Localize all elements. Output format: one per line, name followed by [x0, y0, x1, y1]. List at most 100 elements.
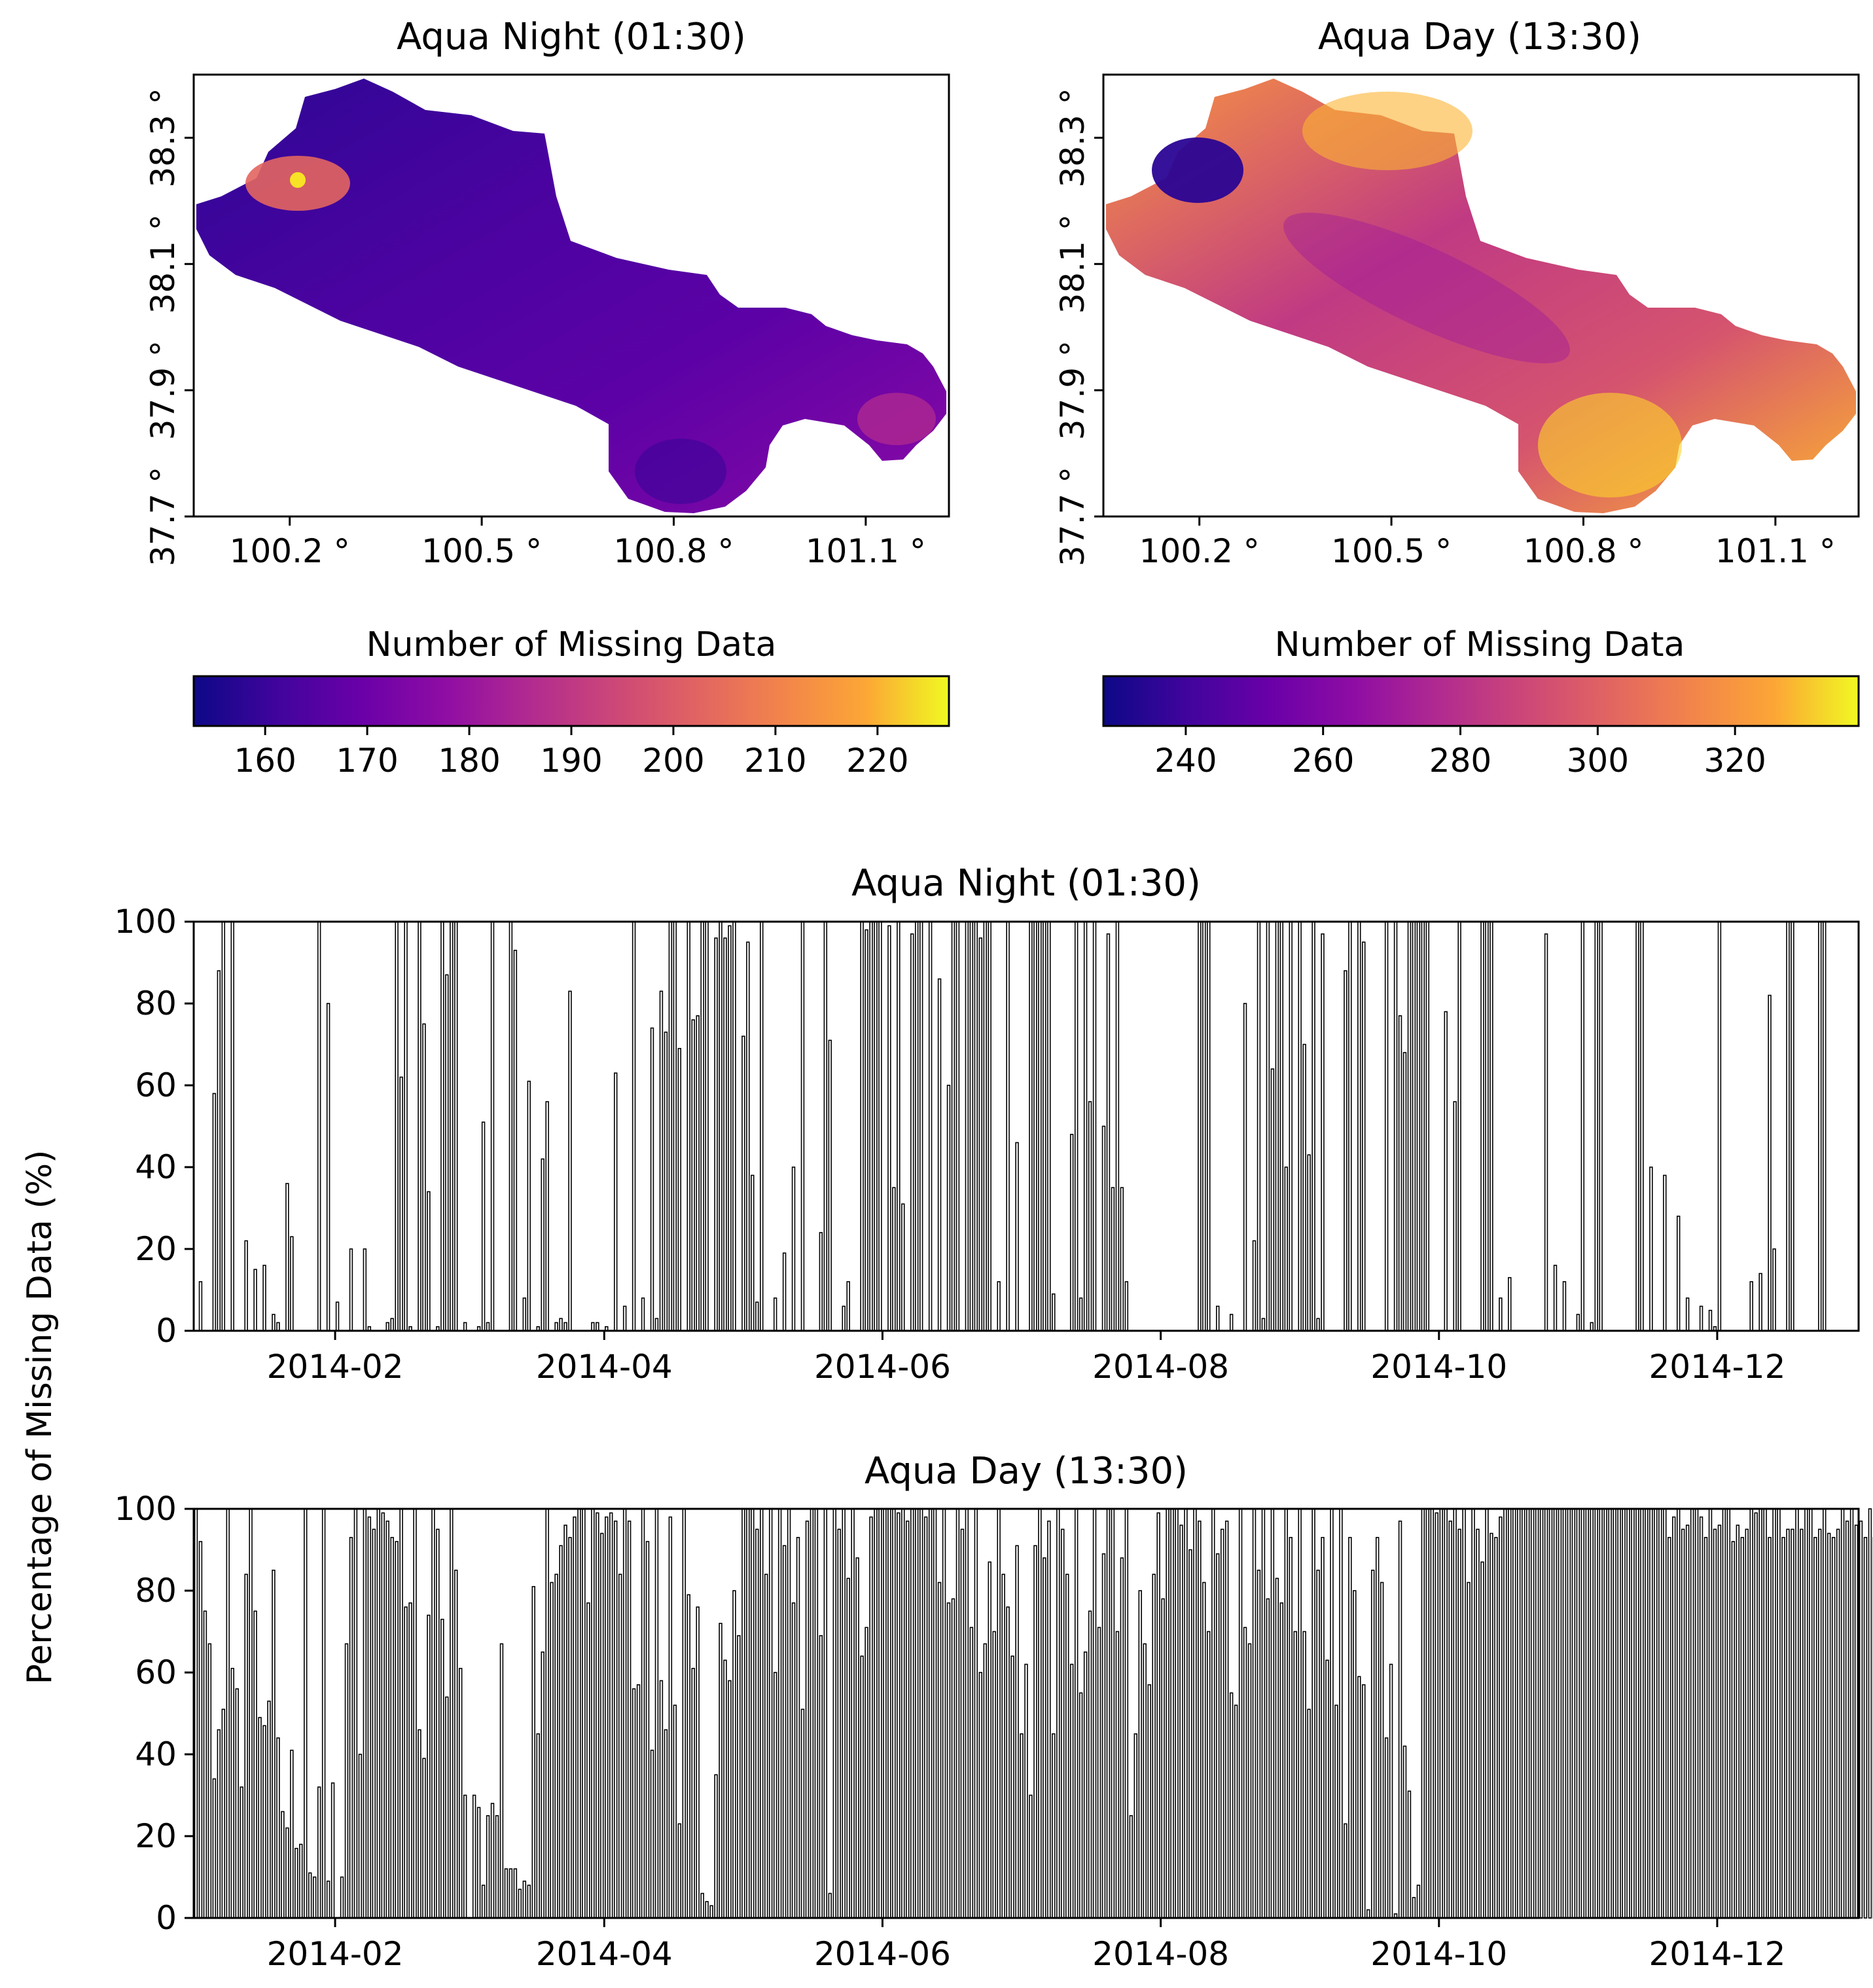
bar: [1229, 1692, 1234, 1919]
bar: [1608, 1508, 1612, 1919]
bar: [1362, 941, 1366, 1331]
bar-night-panel: Aqua Night (01:30) 0 20 40 60 80 100 2014-02 20…: [115, 862, 1860, 1386]
bar: [1649, 1166, 1653, 1331]
bar: [1402, 1745, 1407, 1919]
bar: [622, 1508, 627, 1919]
bar: [1462, 1508, 1466, 1919]
bar: [1101, 1553, 1106, 1919]
bar: [641, 1508, 645, 1919]
bar: [486, 1322, 490, 1331]
bar: [1416, 921, 1421, 1331]
bar: [481, 1885, 486, 1919]
bar: [395, 921, 399, 1331]
bar: [851, 1508, 855, 1919]
bar-day-axes-frame: [192, 1508, 1860, 1919]
bar: [330, 1782, 335, 1919]
bar: [805, 1520, 810, 1919]
bar: [1152, 1574, 1156, 1919]
bar: [1029, 1794, 1033, 1919]
bar: [1069, 1663, 1074, 1919]
bar: [290, 1236, 294, 1331]
map-night-panel: Aqua Night (01:30) 100.2 ° 100.5 ° 100.8 °…: [144, 16, 950, 570]
bar: [1553, 1508, 1558, 1919]
bar: [1083, 921, 1088, 1331]
bar: [992, 1631, 996, 1919]
bar: [1777, 1508, 1781, 1919]
colorbar-tick-label: 160: [234, 742, 296, 780]
bar: [1453, 1101, 1457, 1331]
bar: [1043, 1557, 1046, 1919]
bar: [1453, 1508, 1457, 1919]
bar: [1238, 1508, 1243, 1919]
bar: [1252, 1508, 1257, 1919]
bar: [883, 1508, 887, 1919]
bar: [1079, 1692, 1083, 1919]
map-ytick-label: 38.3 °: [144, 88, 182, 187]
bar: [1380, 1581, 1384, 1919]
bar-ytick-label: 0: [156, 1899, 177, 1937]
bar: [1425, 921, 1430, 1331]
bar: [1489, 1532, 1493, 1919]
bar: [1211, 1508, 1215, 1919]
bar: [1676, 1508, 1681, 1919]
bar: [1375, 1536, 1380, 1919]
bar: [1499, 1516, 1503, 1919]
bar: [1302, 1631, 1306, 1919]
bar: [1143, 1643, 1147, 1919]
bar: [819, 1232, 823, 1331]
map-day-heatmap: [1106, 79, 1856, 513]
colorbar-night-gradient: [192, 675, 950, 727]
bar: [983, 921, 987, 1331]
bar: [541, 1158, 544, 1331]
bar: [1120, 1187, 1124, 1331]
bar: [1508, 1276, 1512, 1331]
map-night-axes-frame: [192, 73, 950, 518]
bar: [846, 1281, 850, 1331]
bar: [1353, 1590, 1357, 1919]
bar: [1311, 921, 1315, 1331]
map-night-region: [196, 79, 946, 513]
bar: [1020, 1733, 1024, 1919]
bar: [1849, 1508, 1854, 1919]
bar: [878, 921, 882, 1331]
bar: [682, 1508, 686, 1919]
bar: [527, 1885, 531, 1919]
bar: [554, 1574, 558, 1919]
bar: [267, 1700, 271, 1919]
bar: [1823, 921, 1827, 1331]
bar: [1229, 1314, 1234, 1331]
bar-xtick-label: 2014-02: [267, 1348, 404, 1386]
map-day-title: Aqua Day (13:30): [1318, 16, 1641, 58]
bar: [892, 1187, 896, 1331]
bar: [1024, 1663, 1028, 1919]
bar: [513, 1868, 518, 1919]
bar: [933, 1508, 937, 1919]
bar: [1407, 1790, 1412, 1919]
bar: [1576, 1314, 1580, 1331]
bar: [777, 1508, 782, 1919]
bar: [1754, 1512, 1758, 1919]
bar: [1635, 1508, 1639, 1919]
bar-ytick-label: 40: [135, 1735, 177, 1773]
bar: [723, 937, 727, 1331]
colorbar-tick-label: 260: [1292, 742, 1354, 780]
bar-xtick-label: 2014-10: [1370, 1348, 1507, 1386]
bar: [1348, 921, 1352, 1331]
bar: [285, 1827, 289, 1919]
bar: [1663, 1508, 1667, 1919]
bar: [705, 921, 709, 1331]
map-night-ticks: 100.2 ° 100.5 ° 100.8 ° 101.1 ° 37.7 ° 37.9 °…: [144, 88, 926, 570]
bar: [317, 921, 321, 1331]
bar: [988, 921, 991, 1331]
colorbar-tick-label: 280: [1429, 742, 1491, 780]
bar: [1494, 1536, 1498, 1919]
bar: [1412, 921, 1416, 1331]
bar: [709, 1905, 713, 1919]
bar: [1224, 1520, 1229, 1919]
bar: [810, 1508, 814, 1919]
bar: [353, 1508, 358, 1919]
bar-xtick-label: 2014-08: [1092, 1935, 1229, 1973]
bar: [1220, 1528, 1224, 1919]
bar: [450, 1508, 454, 1919]
colorbar-night-ticks: 160 170 180 190 200 210 220: [234, 726, 909, 780]
